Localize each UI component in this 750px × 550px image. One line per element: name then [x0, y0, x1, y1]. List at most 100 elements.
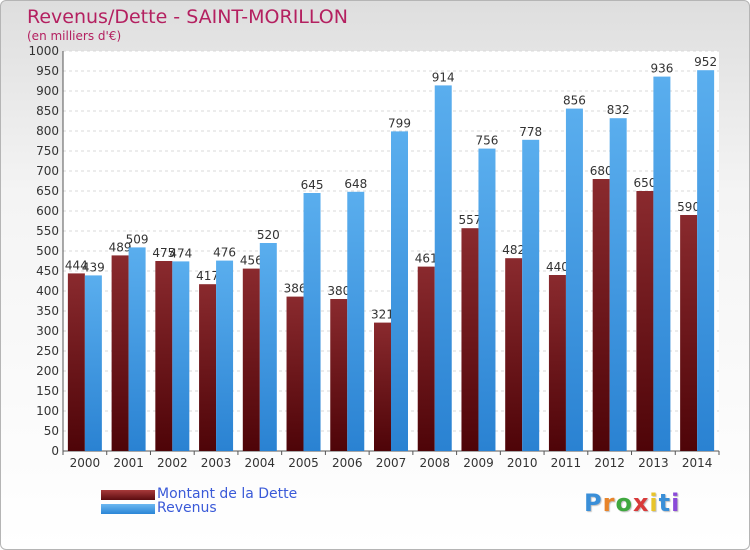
chart-title: Revenus/Dette - SAINT-MORILLON — [27, 6, 348, 28]
data-label: 856 — [563, 94, 586, 108]
bar-revenus — [653, 76, 671, 451]
y-tick-label: 150 — [36, 384, 59, 398]
y-tick-label: 200 — [36, 364, 59, 378]
bar-revenus — [216, 260, 234, 451]
x-tick-label: 2002 — [157, 456, 188, 470]
data-label: 756 — [476, 134, 499, 148]
bar-revenus — [565, 108, 583, 451]
data-label: 482 — [502, 243, 525, 257]
data-label: 832 — [607, 103, 630, 117]
bar-dette — [680, 215, 698, 451]
bar-revenus — [347, 191, 365, 452]
bar-revenus — [522, 139, 540, 452]
chart-subtitle: (en milliers d'€) — [27, 29, 122, 43]
y-tick-label: 500 — [36, 244, 59, 258]
y-tick-label: 100 — [36, 404, 59, 418]
x-tick-label: 2009 — [463, 456, 494, 470]
data-label: 417 — [196, 269, 219, 283]
legend-swatch-revenus — [101, 504, 155, 514]
bar-revenus — [303, 193, 321, 451]
data-label: 461 — [415, 252, 438, 266]
data-label: 645 — [301, 178, 324, 192]
bar-dette — [636, 191, 654, 451]
y-tick-label: 850 — [36, 104, 59, 118]
data-label: 474 — [169, 246, 192, 260]
data-label: 476 — [213, 246, 236, 260]
bar-revenus — [391, 131, 408, 451]
bar-dette — [505, 258, 523, 451]
data-label: 380 — [327, 284, 350, 298]
bar-dette — [461, 228, 479, 451]
y-tick-label: 950 — [36, 64, 59, 78]
data-label: 440 — [546, 260, 569, 274]
x-tick-label: 2006 — [332, 456, 363, 470]
bar-revenus — [172, 261, 190, 451]
bar-revenus — [434, 85, 452, 452]
bar-dette — [199, 284, 217, 451]
data-label: 648 — [344, 177, 367, 191]
legend-label-revenus: Revenus — [157, 500, 217, 516]
data-label: 475 — [152, 246, 175, 260]
y-tick-label: 0 — [51, 444, 59, 458]
x-tick-label: 2005 — [288, 456, 319, 470]
data-label: 590 — [677, 200, 700, 214]
y-tick-label: 700 — [36, 164, 59, 178]
bar-dette — [374, 322, 391, 451]
y-tick-label: 450 — [36, 264, 59, 278]
legend-label-dette: Montant de la Dette — [157, 486, 298, 502]
legend-swatch-dette — [101, 490, 155, 500]
x-tick-label: 2001 — [113, 456, 144, 470]
y-tick-label: 650 — [36, 184, 59, 198]
bar-revenus — [84, 275, 102, 451]
data-label: 444 — [65, 258, 88, 272]
x-tick-label: 2013 — [638, 456, 669, 470]
bar-dette — [242, 268, 260, 451]
y-tick-label: 300 — [36, 324, 59, 338]
bar-revenus — [259, 243, 277, 451]
y-tick-label: 400 — [36, 284, 59, 298]
y-tick-label: 800 — [36, 124, 59, 138]
y-tick-label: 1000 — [28, 44, 59, 58]
bar-dette — [67, 273, 85, 451]
data-label: 489 — [109, 240, 132, 254]
y-tick-label: 900 — [36, 84, 59, 98]
bar-dette — [155, 261, 173, 451]
y-tick-label: 600 — [36, 204, 59, 218]
y-tick-label: 750 — [36, 144, 59, 158]
bar-dette — [548, 275, 566, 451]
data-label: 321 — [371, 308, 394, 322]
data-label: 520 — [257, 228, 280, 242]
data-label: 778 — [519, 125, 542, 139]
data-label: 914 — [432, 70, 455, 84]
data-label: 650 — [633, 176, 656, 190]
data-label: 456 — [240, 254, 263, 268]
bar-revenus — [697, 70, 715, 451]
bar-dette — [111, 255, 129, 451]
y-tick-label: 350 — [36, 304, 59, 318]
y-tick-label: 550 — [36, 224, 59, 238]
bar-revenus — [128, 247, 146, 451]
x-tick-label: 2010 — [507, 456, 538, 470]
x-tick-label: 2011 — [551, 456, 582, 470]
data-label: 509 — [126, 232, 149, 246]
y-tick-label: 50 — [44, 424, 59, 438]
data-label: 936 — [650, 62, 673, 76]
x-tick-label: 2012 — [594, 456, 625, 470]
bar-dette — [286, 296, 304, 451]
data-label: 799 — [388, 116, 411, 130]
x-tick-label: 2004 — [245, 456, 276, 470]
data-label: 439 — [82, 260, 105, 274]
data-label: 680 — [590, 164, 613, 178]
data-label: 557 — [459, 213, 482, 227]
bar-dette — [592, 179, 610, 451]
x-tick-label: 2014 — [682, 456, 713, 470]
bar-dette — [330, 299, 348, 451]
data-label: 952 — [694, 55, 717, 69]
bar-dette — [417, 266, 435, 451]
bar-revenus — [478, 148, 496, 451]
x-tick-label: 2008 — [419, 456, 450, 470]
data-label: 386 — [284, 282, 307, 296]
bar-revenus — [609, 118, 627, 451]
